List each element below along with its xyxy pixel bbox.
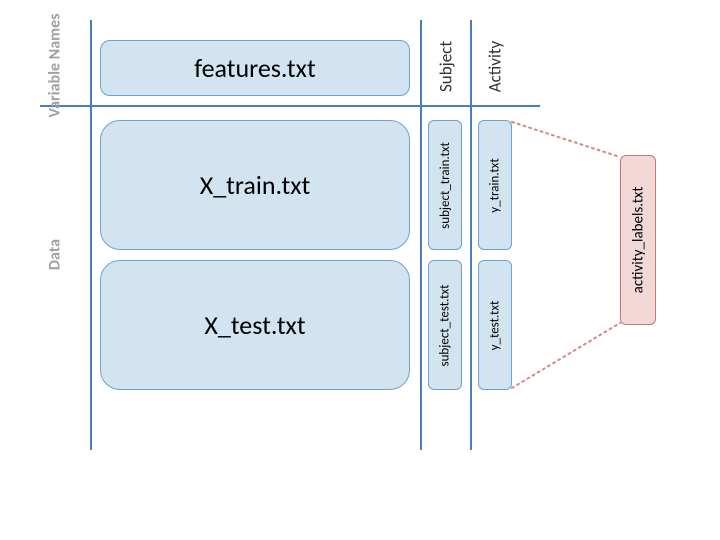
box-activity-labels-text: activity_labels.txt	[629, 187, 647, 294]
grid-vline-2	[420, 20, 422, 450]
box-subject-train-text: subject_train.txt	[438, 142, 453, 229]
box-y-test-text: y_test.txt	[488, 300, 503, 350]
box-x-train-text: X_train.txt	[200, 169, 311, 201]
box-features: features.txt	[100, 40, 410, 96]
col-label-subject: Subject	[436, 37, 457, 97]
col-label-activity: Activity	[485, 37, 506, 97]
row-label-data-text: Data	[46, 239, 65, 270]
col-label-activity-text: Activity	[485, 41, 506, 92]
box-x-test: X_test.txt	[100, 260, 410, 390]
box-subject-test: subject_test.txt	[428, 260, 462, 390]
data-layout-diagram: Variable Names Data Subject Activity fea…	[40, 20, 700, 520]
box-activity-labels: activity_labels.txt	[620, 155, 656, 325]
box-features-text: features.txt	[194, 52, 315, 84]
row-label-data: Data	[46, 235, 65, 275]
box-subject-train: subject_train.txt	[428, 120, 462, 250]
box-y-test: y_test.txt	[478, 260, 512, 390]
box-subject-test-text: subject_test.txt	[438, 284, 453, 366]
box-y-train: y_train.txt	[478, 120, 512, 250]
row-label-varnames-text: Variable Names	[46, 13, 65, 117]
grid-vline-1	[90, 20, 92, 450]
box-x-train: X_train.txt	[100, 120, 410, 250]
box-x-test-text: X_test.txt	[204, 309, 305, 341]
box-y-train-text: y_train.txt	[488, 158, 503, 212]
grid-vline-3	[470, 20, 472, 450]
col-label-subject-text: Subject	[436, 41, 457, 92]
grid-hline	[40, 105, 540, 107]
row-label-varnames: Variable Names	[46, 18, 65, 118]
